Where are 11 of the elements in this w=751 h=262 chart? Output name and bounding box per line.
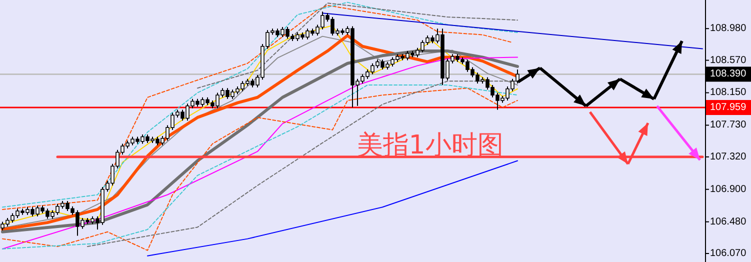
- ref-line-label: 107.959: [710, 102, 747, 114]
- y-tick-label: 107.730: [710, 120, 747, 131]
- y-tick-label: 108.150: [710, 87, 747, 98]
- annotation: 美指1小时图: [356, 130, 504, 160]
- y-tick-label: 108.980: [710, 23, 747, 34]
- y-tick-label: 106.070: [710, 248, 747, 259]
- y-tick-label: 106.900: [710, 184, 747, 195]
- y-tick-label: 106.480: [710, 216, 747, 228]
- y-tick-label: 107.320: [710, 151, 747, 162]
- y-tick-label: 108.570: [710, 54, 747, 66]
- ref-line-label: 108.390: [710, 68, 747, 80]
